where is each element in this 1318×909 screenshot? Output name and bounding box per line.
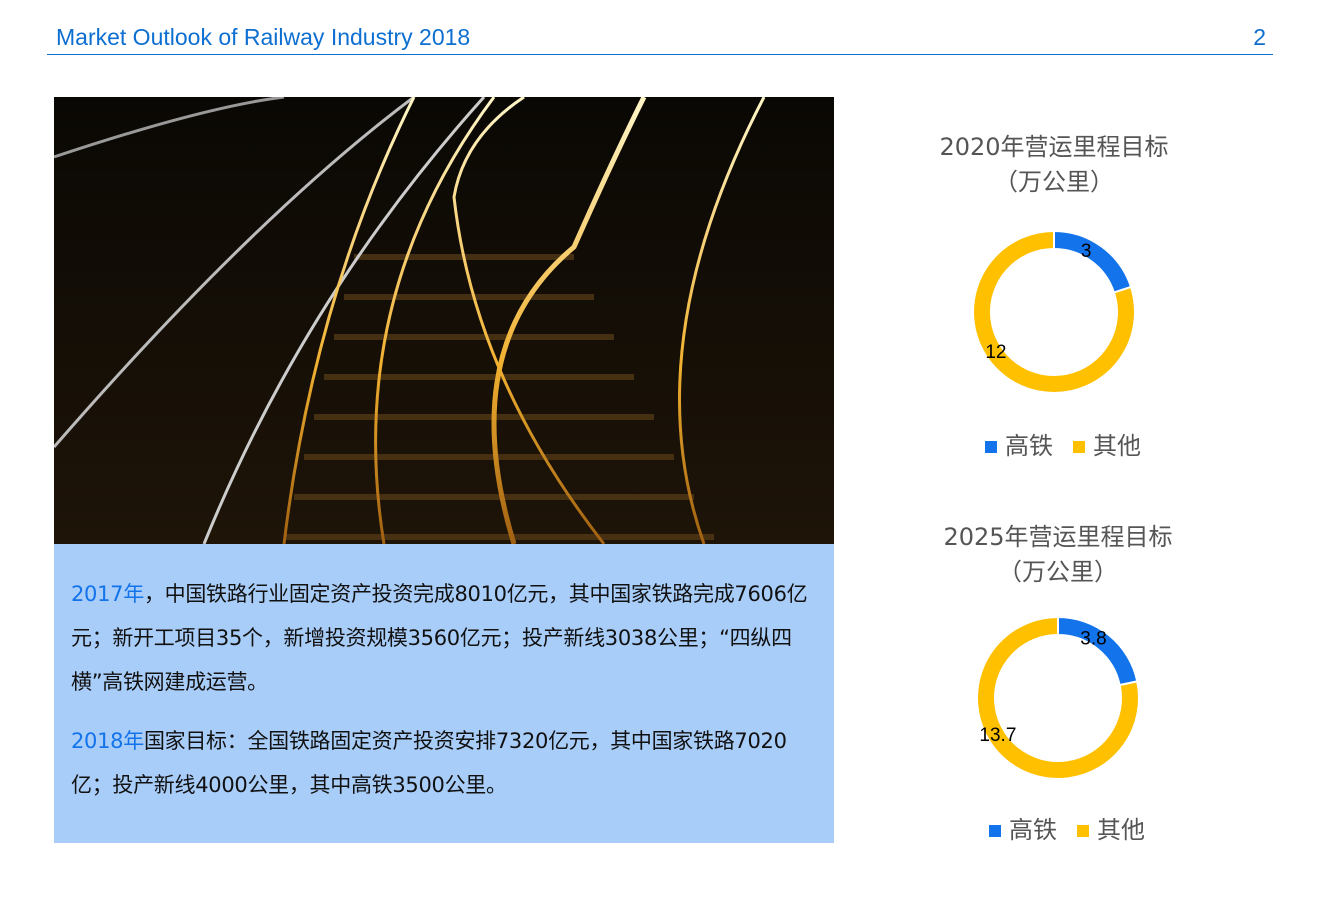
legend-label-other: 其他 — [1093, 432, 1141, 460]
slide-title: Market Outlook of Railway Industry 2018 — [56, 24, 471, 50]
chart1-title-text: 2020年营运里程目标 — [939, 133, 1169, 161]
chart1-legend: 高铁 其他 — [908, 426, 1208, 461]
chart2-legend: 高铁 其他 — [912, 810, 1212, 845]
header-divider — [47, 54, 1273, 55]
paragraph-2018: 2018年国家目标：全国铁路固定资产投资安排7320亿元，其中国家铁路7020亿… — [71, 719, 821, 807]
chart1-title: 2020年营运里程目标 （万公里） — [904, 130, 1204, 200]
chart2-subtitle: （万公里） — [998, 558, 1118, 586]
data-label-other: 12 — [985, 342, 1006, 363]
paragraph-2017: 2017年，中国铁路行业固定资产投资完成8010亿元，其中国家铁路完成7606亿… — [71, 572, 821, 704]
donut-slice-other — [972, 229, 1136, 394]
year-2018: 2018年 — [71, 729, 144, 753]
data-label-other: 13.7 — [979, 725, 1016, 746]
page-number: 2 — [1253, 24, 1266, 50]
chart2-title-text: 2025年营运里程目标 — [943, 523, 1173, 551]
legend-label-highspeed: 高铁 — [1009, 816, 1057, 844]
donut-slice-highspeed — [1057, 615, 1139, 687]
chart1-donut: 3 12 — [972, 229, 1136, 394]
summary-textbox: 2017年，中国铁路行业固定资产投资完成8010亿元，其中国家铁路完成7606亿… — [54, 544, 834, 843]
legend-label-highspeed: 高铁 — [1005, 432, 1053, 460]
data-label-highspeed: 3.8 — [1080, 629, 1106, 650]
chart1-subtitle: （万公里） — [994, 168, 1114, 196]
donut-slice-highspeed — [1053, 229, 1133, 294]
legend-swatch-other — [1073, 441, 1085, 453]
legend-label-other: 其他 — [1097, 816, 1145, 844]
legend-swatch-highspeed — [985, 441, 997, 453]
text-2018: 国家目标：全国铁路固定资产投资安排7320亿元，其中国家铁路7020亿；投产新线… — [71, 729, 787, 797]
text-2017: ，中国铁路行业固定资产投资完成8010亿元，其中国家铁路完成7606亿元；新开工… — [71, 582, 808, 694]
data-label-highspeed: 3 — [1081, 241, 1092, 262]
railway-tracks-photo — [52, 95, 834, 545]
year-2017: 2017年 — [71, 582, 144, 606]
chart2-donut: 3.8 13.7 — [976, 615, 1140, 780]
donut-slice-other — [976, 615, 1140, 780]
legend-swatch-highspeed — [989, 825, 1001, 837]
legend-swatch-other — [1077, 825, 1089, 837]
chart2-title: 2025年营运里程目标 （万公里） — [908, 520, 1208, 590]
